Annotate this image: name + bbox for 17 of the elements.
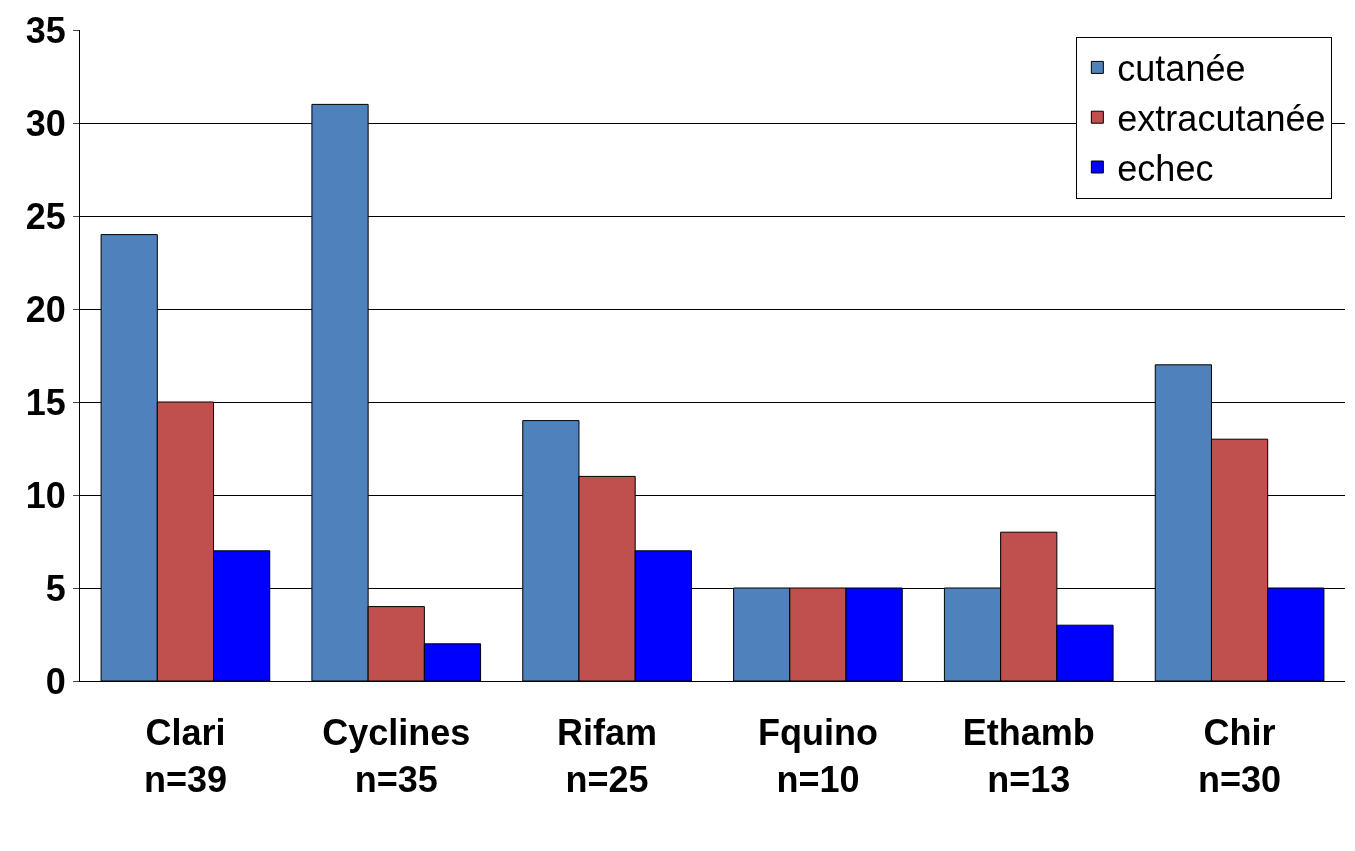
y-tick-label: 35 [25,9,66,51]
y-tick-label: 15 [25,381,66,423]
x-tick-label: Cyclines n=35 [322,712,471,800]
y-tick-label: 10 [25,474,66,516]
y-tick-label: 25 [25,195,66,237]
y-tick-label: 0 [45,660,66,702]
x-tick-label: Ethamb n=13 [962,712,1095,800]
x-tick-label: Chir n=30 [1198,712,1282,800]
x-tick-label: Fquino n=10 [757,712,878,800]
x-tick-label: Rifam n=25 [557,712,658,800]
legend-label: echec [1117,148,1214,190]
legend-label: extracutanée [1117,98,1326,140]
y-tick-label: 5 [45,567,66,609]
y-tick-label: 30 [25,102,66,144]
y-tick-label: 20 [25,288,66,330]
legend-label: cutanée [1117,48,1246,90]
x-tick-label: Clari n=39 [143,712,227,800]
